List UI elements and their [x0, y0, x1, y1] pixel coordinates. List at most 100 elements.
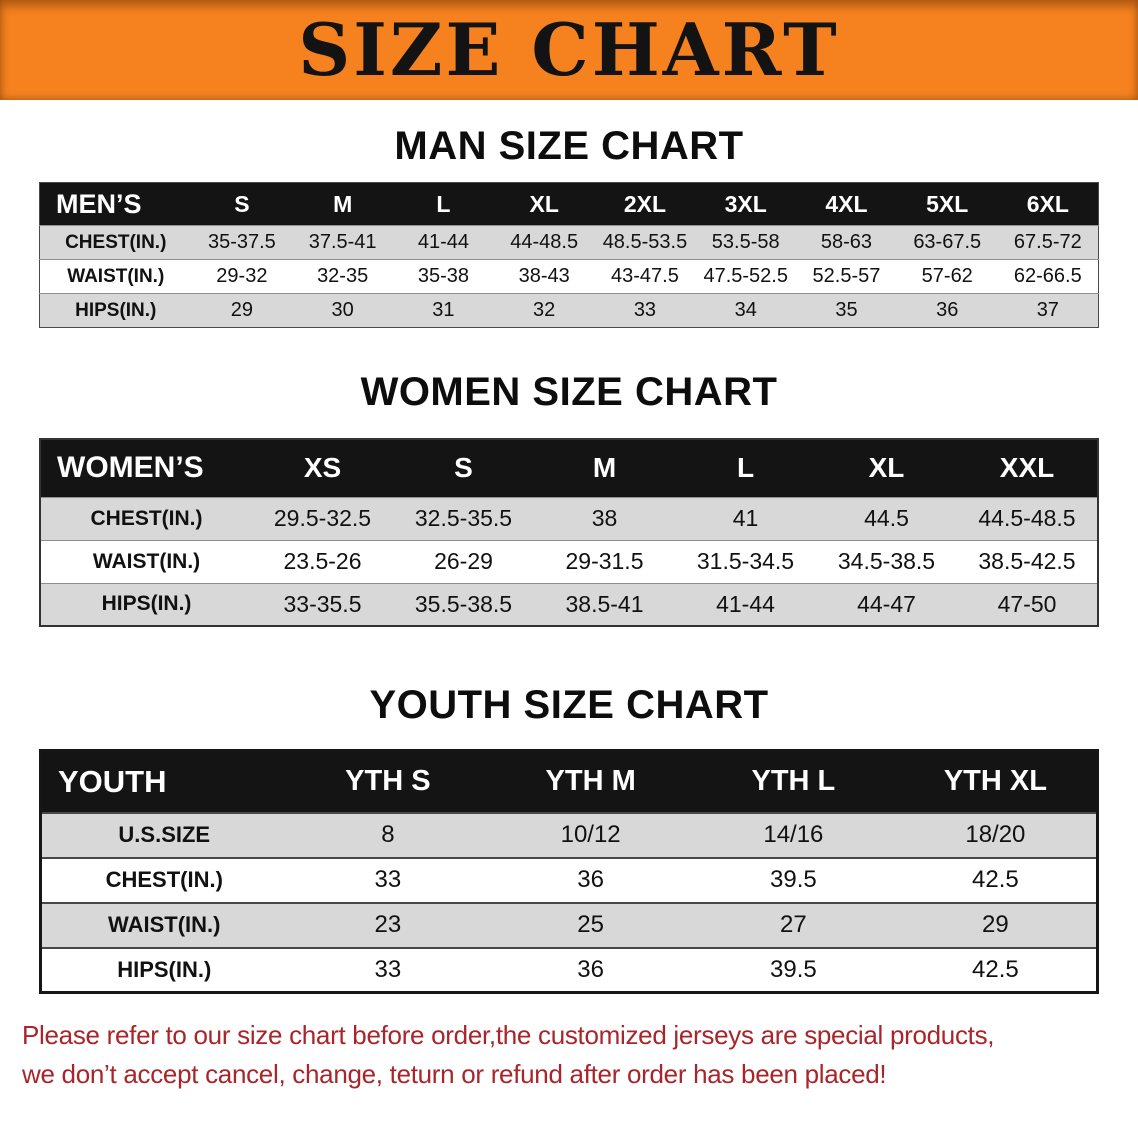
- table-cell: 36: [577, 866, 604, 893]
- size-column-header: M: [333, 190, 353, 217]
- table-cell: 29-32: [216, 265, 268, 287]
- table-cell: 8: [381, 821, 395, 848]
- table-cell: 36: [936, 299, 959, 321]
- table-cell: 41: [732, 505, 759, 531]
- table-cell: 62-66.5: [1013, 265, 1082, 287]
- table-cell: 44-47: [857, 590, 916, 617]
- section-heading-youth: YOUTH SIZE CHART: [369, 683, 769, 727]
- table-cell: 42.5: [972, 955, 1019, 983]
- table-cell: 29: [982, 911, 1009, 938]
- table-cell: 10/12: [560, 821, 621, 848]
- table-row: HIPS(IN.) 29 30 31 32 33 34 35 36 37: [39, 293, 1099, 328]
- table-row: HIPS(IN.) 33 36 39.5 42.5: [40, 947, 1098, 993]
- row-label: HIPS(IN.): [101, 592, 192, 616]
- size-column-header: YTH L: [751, 765, 836, 798]
- table-cell: 58-63: [820, 231, 873, 253]
- page-title: SIZE CHART: [298, 7, 840, 92]
- section-heading-women: WOMEN SIZE CHART: [360, 370, 778, 414]
- size-column-header: 4XL: [825, 190, 868, 217]
- table-cell: 39.5: [770, 866, 817, 893]
- table-cell: 42.5: [972, 866, 1019, 893]
- row-label: HIPS(IN.): [75, 299, 157, 321]
- size-column-header: S: [234, 190, 250, 217]
- table-cell: 39.5: [770, 955, 817, 983]
- table-cell: 52.5-57: [812, 265, 881, 287]
- table-cell: 63-67.5: [913, 231, 982, 253]
- footer-note: Please refer to our size chart before or…: [0, 1020, 1138, 1090]
- row-label: WAIST(IN.): [108, 912, 221, 937]
- table-cell: 41-44: [417, 231, 469, 253]
- table-cell: 23.5-26: [283, 548, 362, 574]
- banner: SIZE CHART: [0, 0, 1138, 100]
- size-table-women: WOMEN’S XS S M L XL XXL CHEST(IN.) 29.5-32.5 32.5…: [39, 438, 1099, 627]
- size-column-header: S: [454, 452, 473, 484]
- size-column-header: 3XL: [724, 190, 767, 217]
- table-cell: 29: [230, 299, 253, 321]
- table-row: HIPS(IN.) 33-35.5 35.5-38.5 38.5-41 41-44 44-…: [40, 583, 1098, 626]
- table-cell: 35-38: [417, 265, 469, 287]
- note-line-1: Please refer to our size chart before or…: [22, 1020, 995, 1050]
- table-cell: 48.5-53.5: [602, 231, 688, 253]
- table-cell: 44.5: [864, 505, 909, 531]
- table-title-cell: MEN’S: [56, 188, 142, 219]
- row-label: CHEST(IN.): [65, 231, 167, 253]
- table-cell: 44-48.5: [510, 231, 579, 253]
- table-row: CHEST(IN.) 35-37.5 37.5-41 41-44 44-48.5 48.5…: [39, 225, 1099, 260]
- size-column-header: YTH S: [345, 765, 431, 798]
- table-cell: 53.5-58: [711, 231, 780, 253]
- table-cell: 14/16: [763, 821, 824, 848]
- table-cell: 35: [835, 299, 858, 321]
- table-cell: 29.5-32.5: [273, 505, 372, 531]
- table-cell: 35.5-38.5: [414, 590, 513, 617]
- row-label: U.S.SIZE: [118, 822, 211, 847]
- section-heading-men: MAN SIZE CHART: [394, 124, 744, 168]
- size-section-youth: YOUTH SIZE CHART YOUTH YTH S YTH M YTH L YTH …: [0, 683, 1138, 994]
- size-column-header: L: [436, 190, 451, 217]
- size-column-header: XXL: [999, 452, 1055, 484]
- table-cell: 23: [374, 911, 402, 938]
- size-section-men: MAN SIZE CHART MEN’S S M L XL 2XL 3XL 4XL 5XL 6XL C…: [0, 124, 1138, 328]
- size-column-header: YTH M: [545, 765, 636, 798]
- row-label: CHEST(IN.): [105, 867, 223, 892]
- table-row: WAIST(IN.) 23 25 27 29: [40, 902, 1098, 948]
- table-cell: 27: [780, 911, 807, 938]
- table-title-cell: YOUTH: [58, 763, 167, 799]
- table-cell: 41-44: [716, 590, 775, 617]
- table-cell: 38: [591, 505, 618, 531]
- table-cell: 18/20: [965, 821, 1026, 848]
- table-row: WAIST(IN.) 29-32 32-35 35-38 38-43 43-47.5 47.…: [39, 259, 1099, 294]
- row-label: WAIST(IN.): [67, 265, 165, 287]
- table-row: CHEST(IN.) 33 36 39.5 42.5: [40, 857, 1098, 903]
- size-column-header: XL: [529, 190, 559, 217]
- table-cell: 37.5-41: [308, 231, 377, 253]
- table-cell: 26-29: [434, 548, 493, 574]
- table-cell: 34.5-38.5: [837, 548, 936, 574]
- size-table-men: MEN’S S M L XL 2XL 3XL 4XL 5XL 6XL CHEST(IN.) 35-37…: [39, 182, 1099, 328]
- table-cell: 33: [374, 955, 402, 983]
- size-chart-page: SIZE CHART MAN SIZE CHART MEN’S S M L XL 2XL 3X…: [0, 0, 1138, 1090]
- table-cell: 32: [533, 299, 556, 321]
- table-cell: 33-35.5: [283, 590, 362, 617]
- size-chart-sections: MAN SIZE CHART MEN’S S M L XL 2XL 3XL 4XL 5XL 6XL C…: [0, 124, 1138, 994]
- table-cell: 38-43: [518, 265, 570, 287]
- table-cell: 31.5-34.5: [696, 548, 795, 574]
- table-cell: 32-35: [317, 265, 369, 287]
- table-cell: 31: [432, 299, 455, 321]
- table-cell: 29-31.5: [565, 548, 644, 574]
- size-column-header: L: [736, 452, 755, 484]
- table-row: CHEST(IN.) 29.5-32.5 32.5-35.5 38 41 44.5 44.5…: [40, 497, 1098, 540]
- table-cell: 43-47.5: [611, 265, 679, 287]
- table-cell: 34: [734, 299, 757, 321]
- size-column-header: XL: [868, 452, 905, 484]
- table-cell: 37: [1036, 299, 1059, 321]
- table-cell: 38.5-41: [565, 590, 644, 617]
- table-cell: 67.5-72: [1013, 231, 1082, 253]
- table-cell: 47.5-52.5: [703, 265, 788, 287]
- size-column-header: 6XL: [1026, 190, 1069, 217]
- size-table-youth: YOUTH YTH S YTH M YTH L YTH XL U.S.SIZE 8 10/12…: [39, 749, 1099, 994]
- table-row: WAIST(IN.) 23.5-26 26-29 29-31.5 31.5-34.5 34…: [40, 540, 1098, 583]
- size-column-header: XS: [303, 452, 342, 484]
- table-cell: 57-62: [921, 265, 973, 287]
- table-cell: 33: [633, 299, 657, 321]
- table-cell: 25: [577, 911, 604, 938]
